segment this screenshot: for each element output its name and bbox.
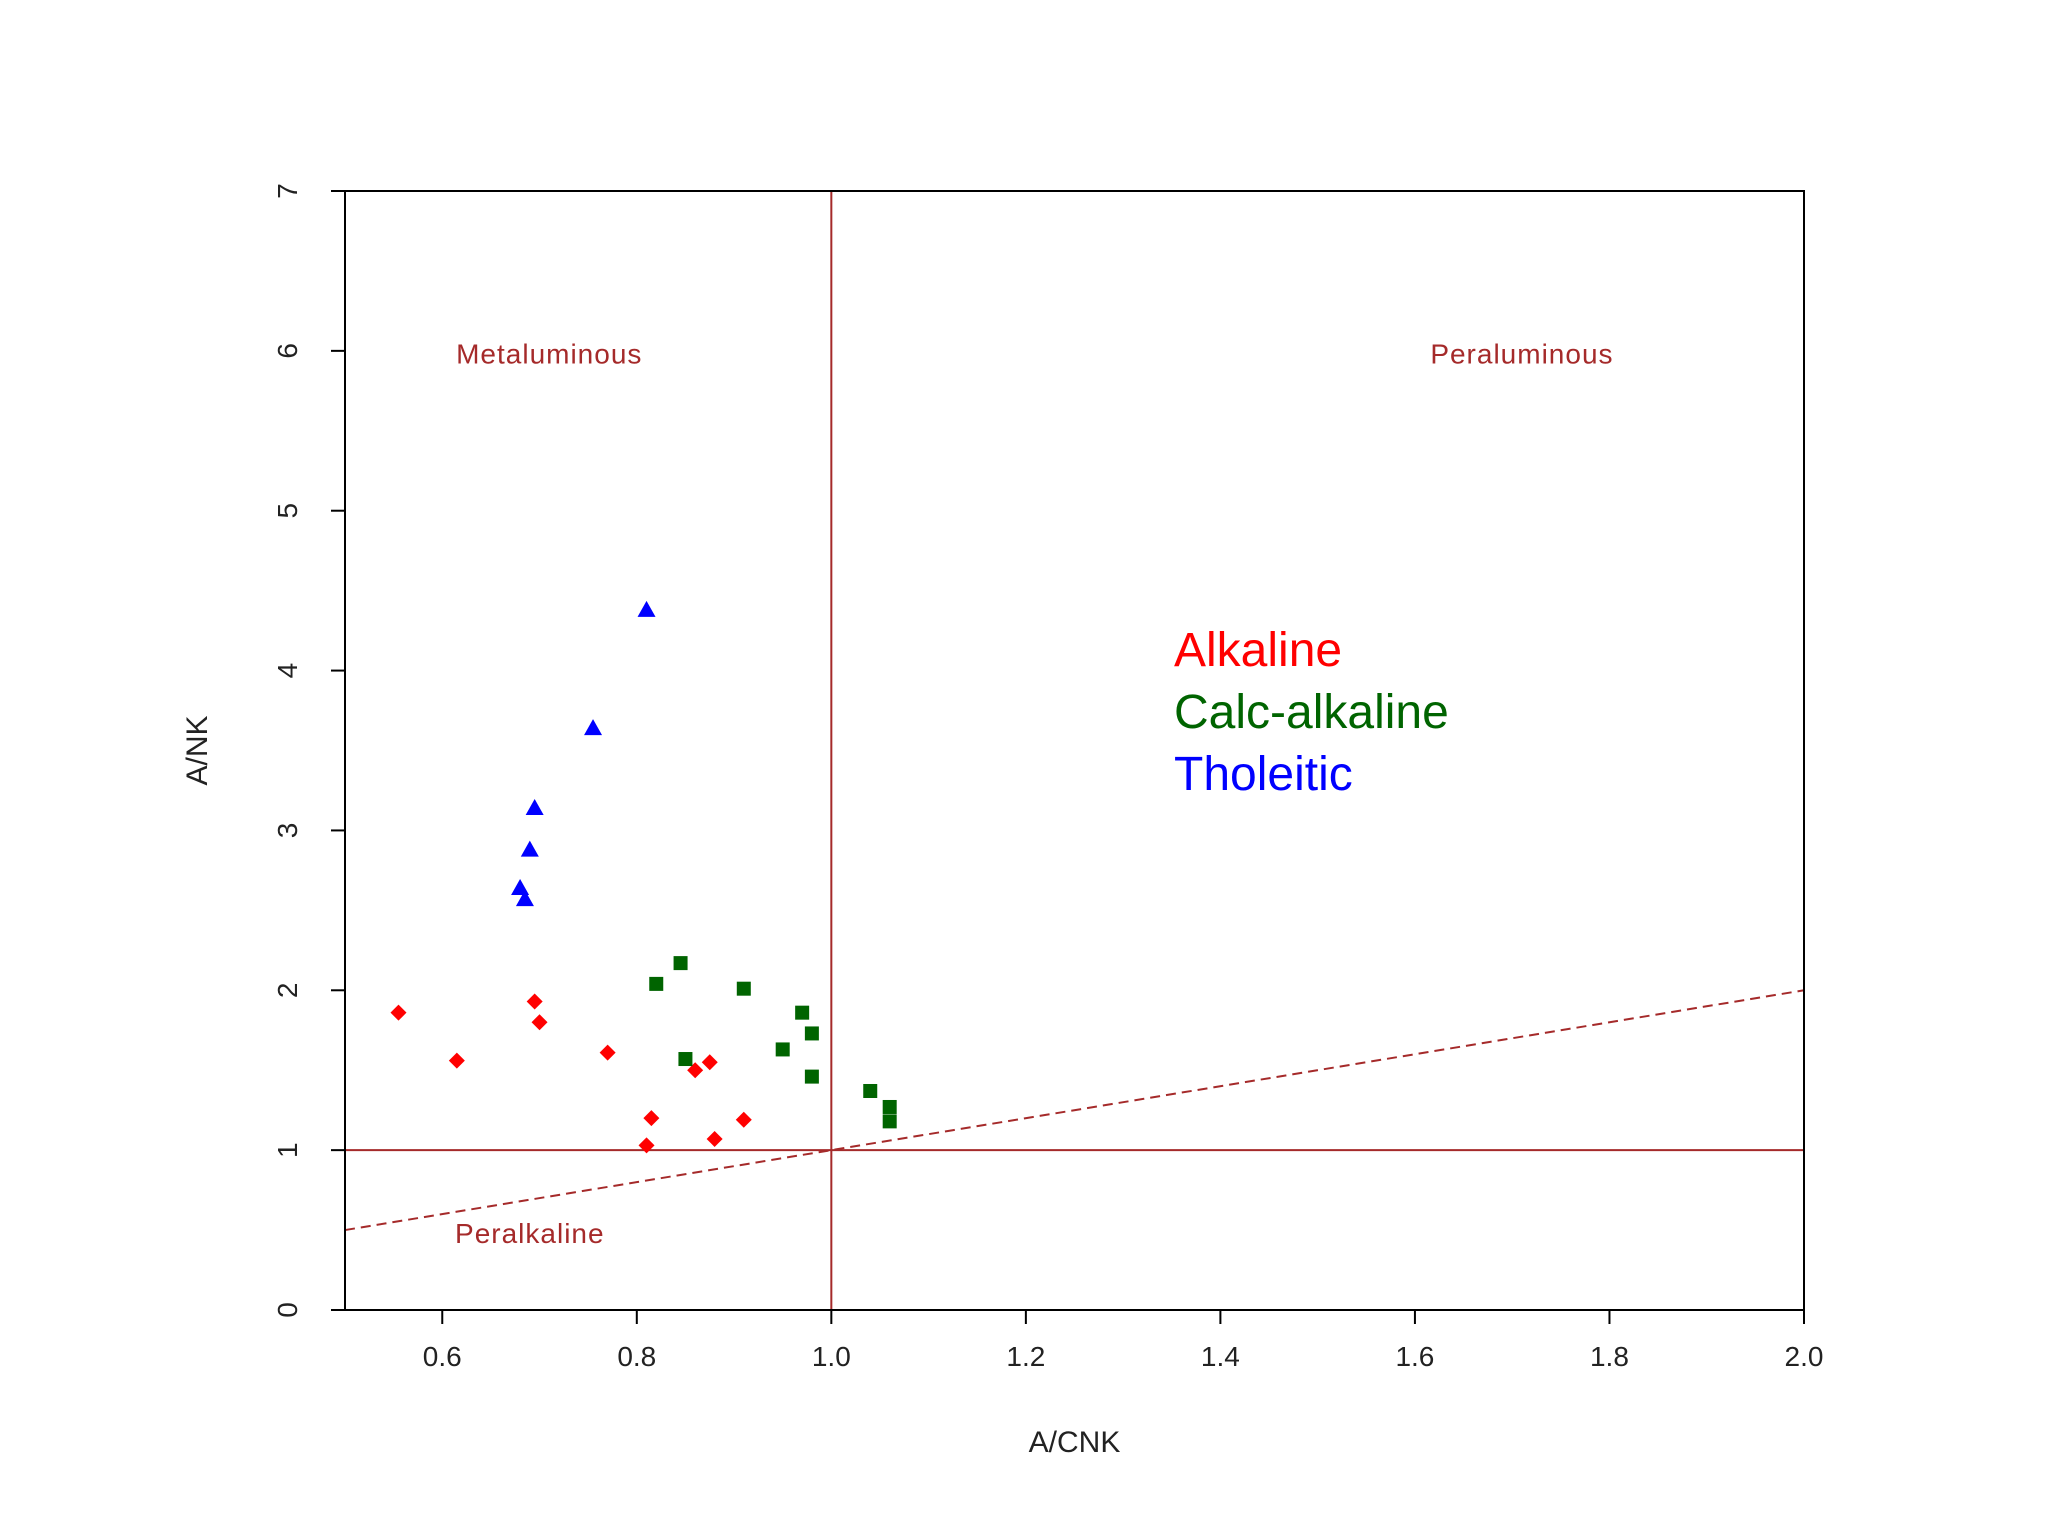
legend-entry: Calc-alkaline [1174, 686, 1449, 739]
alkaline-point [599, 1044, 616, 1061]
tholeitic-point [525, 799, 544, 816]
y-tick-label: 6 [272, 343, 303, 359]
legend: Alkaline Calc-alkaline Tholeitic [1174, 624, 1449, 801]
alkaline-point [643, 1110, 660, 1127]
calc-alkaline-point [736, 981, 751, 996]
region-label: Peraluminous [1430, 339, 1613, 370]
calc-alkaline-point [804, 1026, 819, 1041]
x-axis-title: A/CNK [1029, 1426, 1121, 1459]
x-tick-label: 1.2 [1006, 1341, 1045, 1372]
legend-entry: Tholeitic [1174, 748, 1353, 801]
alkaline-point [390, 1004, 407, 1021]
alkaline-point [701, 1054, 718, 1071]
y-tick-label: 7 [272, 183, 303, 199]
x-tick-label: 0.8 [617, 1341, 656, 1372]
calc-alkaline-point [775, 1042, 790, 1057]
alkaline-point [448, 1052, 465, 1069]
x-tick-label: 1.8 [1590, 1341, 1629, 1372]
y-tick-label: 0 [272, 1302, 303, 1318]
data-points [390, 600, 897, 1154]
region-label: Metaluminous [456, 339, 642, 370]
alkaline-point [706, 1130, 723, 1147]
x-tick-label: 1.6 [1395, 1341, 1434, 1372]
region-labels: Metaluminous Peraluminous Peralkaline [455, 339, 1613, 1249]
calc-alkaline-point [795, 1005, 810, 1020]
alkaline-point [687, 1062, 704, 1079]
tholeitic-point [584, 719, 603, 736]
alkaline-point [526, 993, 543, 1010]
plot-frame [344, 190, 1805, 1311]
legend-entry: Alkaline [1174, 624, 1342, 677]
calc-alkaline-point [673, 956, 688, 971]
region-label: Peralkaline [455, 1218, 605, 1249]
y-tick-label: 3 [272, 823, 303, 839]
x-tick-label: 1.4 [1201, 1341, 1240, 1372]
x-tick-label: 2.0 [1785, 1341, 1824, 1372]
calc-alkaline-point [882, 1114, 897, 1129]
y-tick-label: 2 [272, 982, 303, 998]
tholeitic-point [637, 600, 656, 617]
x-tick-label: 0.6 [423, 1341, 462, 1372]
y-axis: 0 1 2 3 4 5 6 7 [272, 183, 345, 1318]
calc-alkaline-point [678, 1052, 693, 1067]
calc-alkaline-point [649, 976, 664, 991]
reference-lines [344, 191, 1805, 1310]
y-tick-label: 4 [272, 663, 303, 679]
tholeitic-point [515, 890, 534, 907]
y-tick-label: 5 [272, 503, 303, 519]
x-tick-label: 1.0 [812, 1341, 851, 1372]
calc-alkaline-point [863, 1083, 878, 1098]
alkaline-point [735, 1111, 752, 1128]
tholeitic-point [520, 840, 539, 857]
dashed-boundary-line [344, 989, 1805, 1232]
y-tick-label: 1 [272, 1142, 303, 1158]
calc-alkaline-point [882, 1099, 897, 1114]
alkaline-point [531, 1014, 548, 1031]
y-axis-title: A/NK [181, 715, 214, 785]
x-axis: 0.6 0.8 1.0 1.2 1.4 1.6 1.8 2.0 [423, 1310, 1824, 1372]
alkaline-point [638, 1137, 655, 1154]
calc-alkaline-point [804, 1069, 819, 1084]
